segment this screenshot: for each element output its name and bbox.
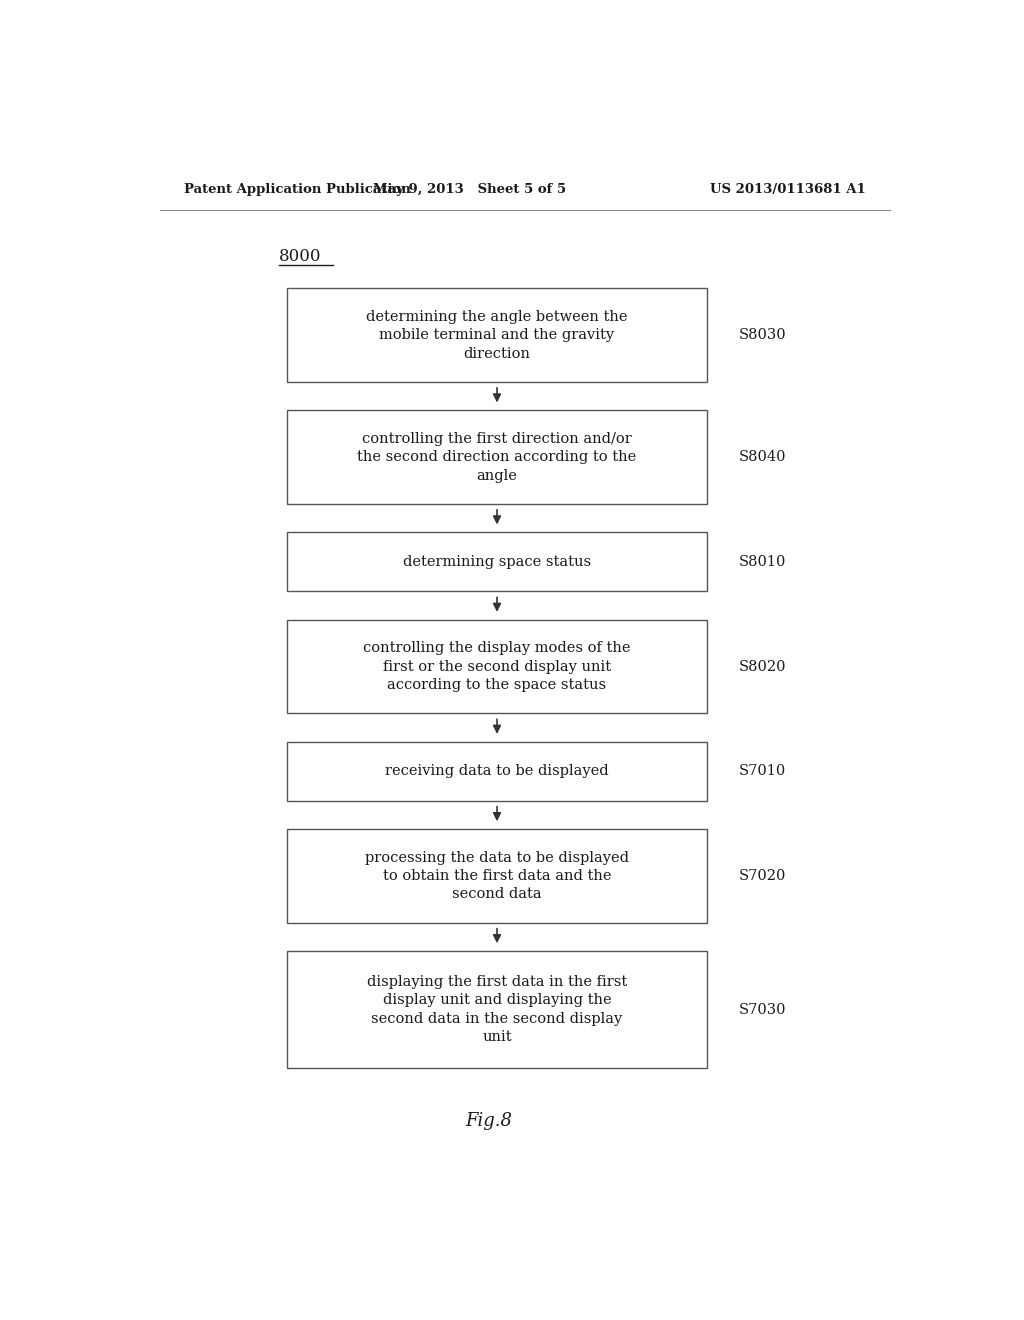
Bar	[287, 952, 708, 1068]
Text: May 9, 2013   Sheet 5 of 5: May 9, 2013 Sheet 5 of 5	[373, 183, 566, 195]
Bar	[287, 620, 708, 713]
Text: S8040: S8040	[739, 450, 786, 465]
Text: S7010: S7010	[739, 764, 786, 779]
Bar	[287, 829, 708, 923]
Text: determining the angle between the
mobile terminal and the gravity
direction: determining the angle between the mobile…	[367, 310, 628, 360]
Bar	[287, 742, 708, 801]
Text: processing the data to be displayed
to obtain the first data and the
second data: processing the data to be displayed to o…	[365, 850, 629, 902]
Text: Patent Application Publication: Patent Application Publication	[183, 183, 411, 195]
Text: S8010: S8010	[739, 554, 786, 569]
Text: displaying the first data in the first
display unit and displaying the
second da: displaying the first data in the first d…	[367, 975, 627, 1044]
Text: Fig.8: Fig.8	[466, 1111, 513, 1130]
Text: S7020: S7020	[739, 869, 786, 883]
Bar	[287, 411, 708, 504]
Bar	[287, 532, 708, 591]
Text: S7030: S7030	[739, 1003, 786, 1016]
Text: 8000: 8000	[279, 248, 322, 265]
Text: receiving data to be displayed: receiving data to be displayed	[385, 764, 609, 779]
Text: US 2013/0113681 A1: US 2013/0113681 A1	[711, 183, 866, 195]
Text: S8030: S8030	[739, 329, 786, 342]
Bar	[287, 289, 708, 381]
Text: controlling the first direction and/or
the second direction according to the
ang: controlling the first direction and/or t…	[357, 432, 637, 483]
Text: S8020: S8020	[739, 660, 786, 673]
Text: controlling the display modes of the
first or the second display unit
according : controlling the display modes of the fir…	[364, 642, 631, 692]
Text: determining space status: determining space status	[403, 554, 591, 569]
